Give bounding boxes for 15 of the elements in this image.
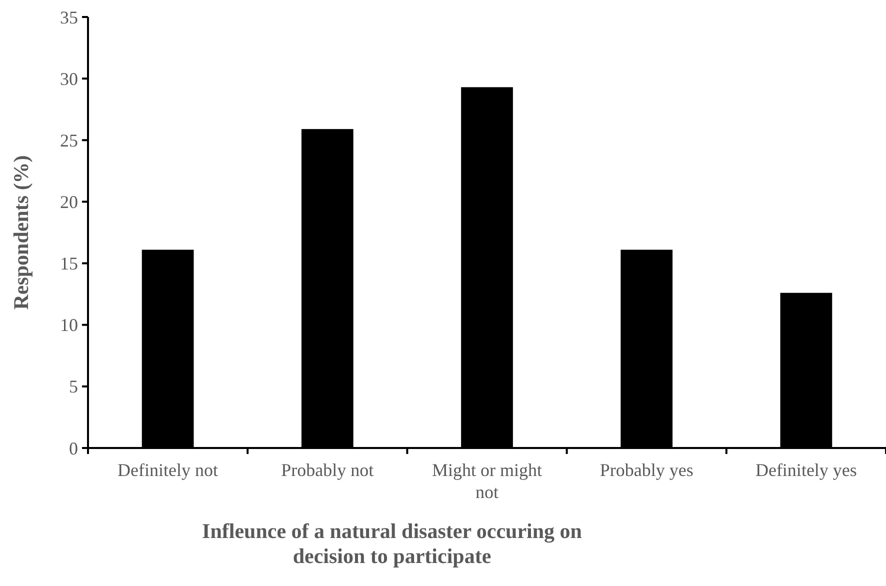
y-tick-label: 20 [60,192,78,212]
x-tick-label: Might or might not [432,460,542,502]
y-tick-label: 25 [60,130,78,150]
y-tick-label: 10 [60,315,78,336]
y-tick-label: 15 [60,254,78,274]
x-tick-label: Probably not [281,460,374,480]
y-tick-label: 30 [60,68,78,89]
x-tick-label: Probably yes [600,460,694,480]
x-tick-label: Definitely not [118,460,218,480]
y-tick-label: 0 [69,438,78,458]
y-tick-label: 35 [60,7,78,28]
y-axis-title: Respondents (%) [9,155,33,310]
x-tick-label: Definitely yes [755,460,857,480]
y-tick-label: 5 [69,376,78,397]
x-axis-title: Infleunce of a natural disaster occuring on decision to participate [202,519,582,568]
